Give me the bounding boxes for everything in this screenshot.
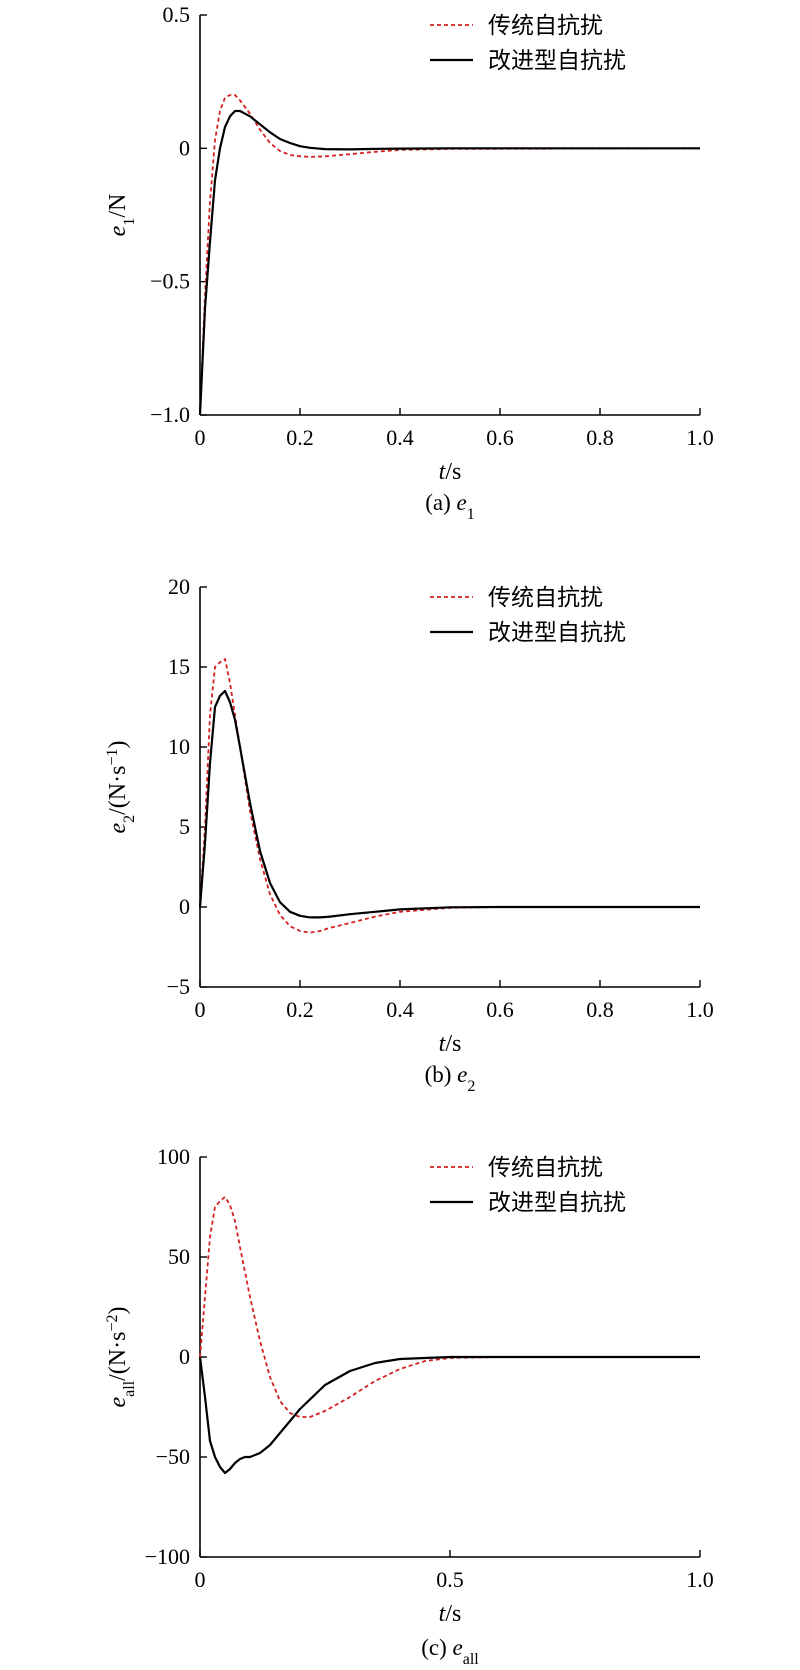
legend-label-traditional: 传统自抗扰: [488, 585, 603, 611]
y-tick-label: 0: [179, 135, 190, 160]
legend-label-improved: 改进型自抗扰: [488, 1190, 626, 1216]
x-tick-label: 0.8: [586, 425, 614, 450]
y-axis-label: e1/N: [105, 194, 138, 237]
x-tick-label: 0: [195, 997, 206, 1022]
series-traditional-line: [199, 658, 700, 934]
y-tick-label: 50: [168, 1244, 190, 1269]
y-tick-label: 15: [168, 654, 190, 679]
panel-caption: (a) e1: [425, 490, 475, 523]
y-axis-label: e2/(N·s−1): [104, 740, 138, 833]
series-improved-line: [198, 109, 700, 416]
y-tick-label: 0: [179, 894, 190, 919]
chart-panel-c: 0 0.5 1.0 −100 −50 0 50 100 t/s eall/(N·s−2) 传统自抗扰…: [104, 1144, 714, 1668]
x-tick-label: 0.8: [586, 997, 614, 1022]
y-tick-label: 5: [179, 814, 190, 839]
legend-label-improved: 改进型自抗扰: [488, 48, 626, 74]
legend-label-traditional: 传统自抗扰: [488, 13, 603, 39]
y-tick-label: 20: [168, 574, 190, 599]
series-traditional-line: [199, 1196, 700, 1418]
x-tick-label: 0.4: [386, 425, 414, 450]
series-improved-line: [198, 689, 700, 919]
x-tick-label: 0.2: [286, 997, 314, 1022]
series-traditional-line: [199, 94, 701, 416]
x-axis-label: t/s: [439, 459, 462, 485]
x-tick-label: 1.0: [686, 425, 714, 450]
chart-panel-b: 0 0.2 0.4 0.6 0.8 1.0−505101520t/se2/(N·s−1)传…: [104, 574, 714, 1095]
y-tick-label: 0: [179, 1344, 190, 1369]
y-tick-label: 100: [157, 1144, 190, 1169]
x-tick-label: 0: [195, 1567, 206, 1592]
y-tick-label: −5: [167, 974, 190, 999]
y-tick-label: 10: [168, 734, 190, 759]
x-axis-label: t/s: [439, 1031, 462, 1057]
x-tick-label: 0: [195, 425, 206, 450]
legend-label-traditional: 传统自抗扰: [488, 1155, 603, 1181]
x-axis-label: t/s: [439, 1601, 462, 1627]
x-tick-label: 1.0: [686, 1567, 714, 1592]
y-tick-label: −1.0: [150, 402, 190, 427]
x-tick-label: 0.4: [386, 997, 414, 1022]
x-tick-label: 0.5: [436, 1567, 464, 1592]
x-tick-label: 0.6: [486, 997, 514, 1022]
y-axis-label: eall/(N·s−2): [104, 1306, 138, 1407]
x-tick-label: 1.0: [686, 997, 714, 1022]
y-tick-label: −0.5: [150, 269, 190, 294]
y-tick-label: 0.5: [163, 2, 191, 27]
series-improved-line: [198, 1355, 700, 1475]
y-tick-label: −50: [156, 1444, 190, 1469]
y-tick-label: −100: [145, 1544, 190, 1569]
legend-label-improved: 改进型自抗扰: [488, 620, 626, 646]
x-tick-label: 0.2: [286, 425, 314, 450]
chart-panel-a: 0 0.2 0.4 0.6 0.8 1.0 −1.0 −0.5 0 0.5 t/s e1/N 传统自抗扰…: [105, 2, 714, 523]
panel-caption: (c) eall: [421, 1635, 479, 1668]
x-tick-label: 0.6: [486, 425, 514, 450]
panel-caption: (b) e2: [425, 1062, 476, 1095]
